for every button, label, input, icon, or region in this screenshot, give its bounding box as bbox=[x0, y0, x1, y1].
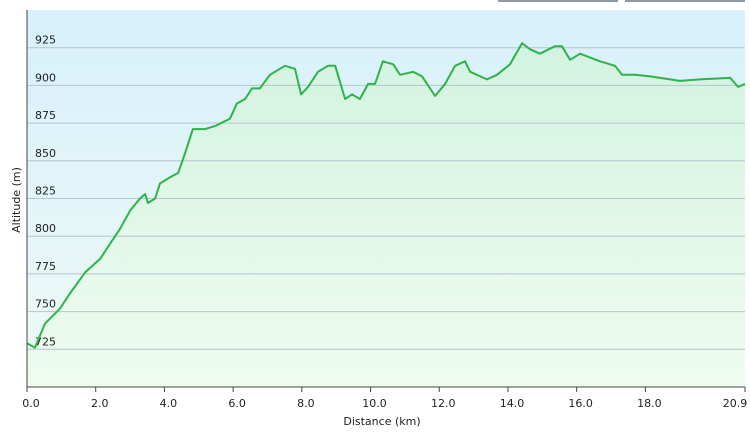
y-tick-label: 900 bbox=[35, 71, 56, 84]
x-tick-label: 4.0 bbox=[160, 397, 178, 410]
y-tick-label: 850 bbox=[35, 147, 56, 160]
x-tick-label: 12.0 bbox=[431, 397, 456, 410]
plot: 725 750 775 800 825 850 875 900 925 bbox=[26, 34, 746, 387]
y-tick-label: 725 bbox=[35, 335, 56, 348]
x-tick-label: 14.0 bbox=[500, 397, 525, 410]
x-tick-label: 2.0 bbox=[91, 397, 109, 410]
y-tick-label: 875 bbox=[35, 109, 56, 122]
x-tick-label: 20.9 bbox=[723, 397, 748, 410]
y-tick-label: 775 bbox=[35, 260, 56, 273]
x-tick-label: 6.0 bbox=[228, 397, 246, 410]
x-tick-label: 16.0 bbox=[568, 397, 593, 410]
x-tick-label: 18.0 bbox=[637, 397, 662, 410]
line bbox=[26, 42, 746, 349]
y-tick-label: 750 bbox=[35, 298, 56, 311]
y-tick-label: 825 bbox=[35, 185, 56, 198]
y-axis-label: Altitude (m) bbox=[10, 167, 23, 233]
y-tick-label: 800 bbox=[35, 222, 56, 235]
x-tick-label: 8.0 bbox=[297, 397, 315, 410]
y-tick-label: 925 bbox=[35, 34, 56, 47]
x-tick-label: 10.0 bbox=[362, 397, 387, 410]
x-axis-label: Distance (km) bbox=[343, 415, 420, 428]
x-tick-label: 0.0 bbox=[22, 397, 40, 410]
